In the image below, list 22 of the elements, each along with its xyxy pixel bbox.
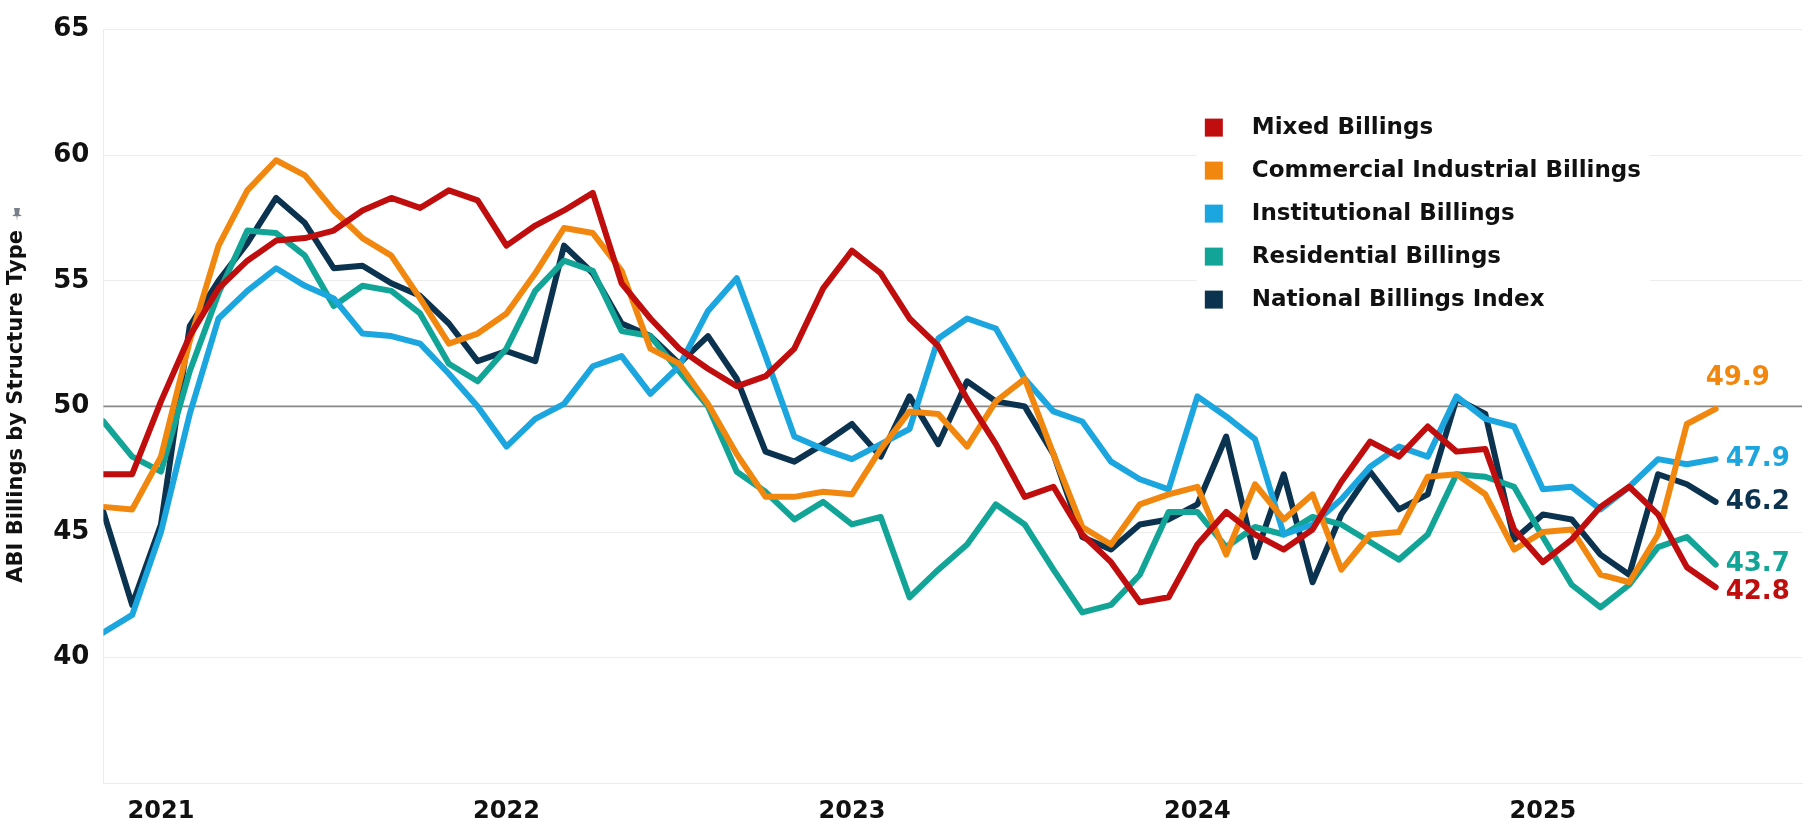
data-label: 47.9 — [1725, 441, 1790, 472]
x-tick-label: 2023 — [818, 795, 886, 824]
y-tick-label: 65 — [53, 12, 90, 43]
legend-label: National Billings Index — [1251, 284, 1545, 311]
data-label: 42.8 — [1725, 575, 1790, 606]
y-tick-label: 40 — [53, 640, 90, 671]
y-tick-label: 55 — [53, 263, 90, 294]
x-tick-label: 2022 — [473, 795, 540, 824]
data-label: 43.7 — [1725, 547, 1790, 578]
legend-label: Residential Billings — [1251, 241, 1502, 268]
x-tick-label: 2021 — [127, 795, 195, 824]
data-label: 49.9 — [1705, 361, 1770, 392]
y-tick-label: 60 — [53, 137, 90, 168]
legend-label: Mixed Billings — [1251, 112, 1434, 139]
legend-label: Commercial Industrial Billings — [1251, 155, 1641, 182]
y-tick-label: 50 — [53, 389, 90, 420]
y-axis-title: ABI Billings by Structure Type — [3, 230, 28, 583]
x-tick-label: 2024 — [1164, 795, 1231, 824]
data-label: 46.2 — [1725, 484, 1790, 515]
x-tick-label: 2025 — [1509, 795, 1577, 824]
legend-label: Institutional Billings — [1251, 198, 1515, 225]
y-tick-label: 45 — [53, 514, 90, 545]
